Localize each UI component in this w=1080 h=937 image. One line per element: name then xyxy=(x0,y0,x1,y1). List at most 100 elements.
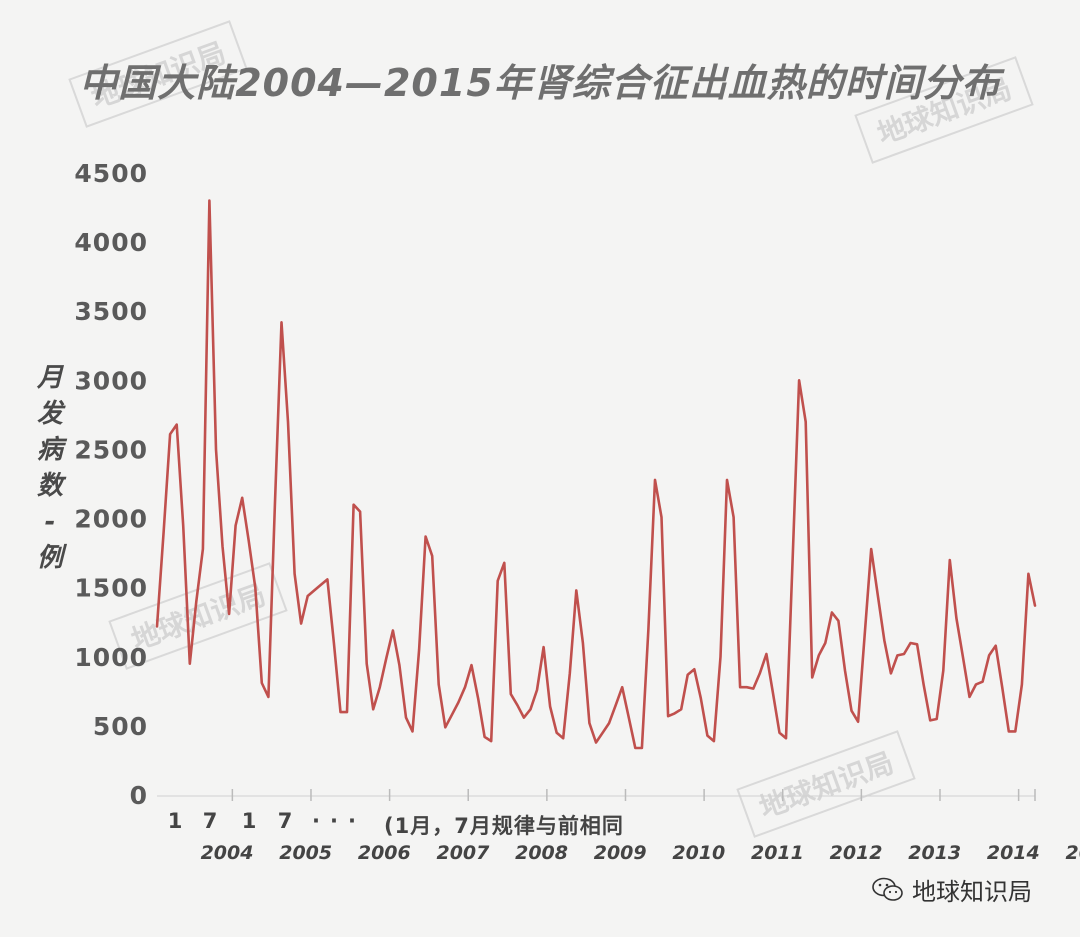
y-axis-label-char: 月 xyxy=(36,363,63,393)
data-point xyxy=(713,740,715,742)
data-point xyxy=(529,708,531,710)
data-point xyxy=(451,714,453,716)
data-point xyxy=(981,680,983,682)
data-point xyxy=(438,683,440,685)
data-point xyxy=(647,628,649,630)
data-point xyxy=(293,573,295,575)
data-point xyxy=(660,516,662,518)
data-point xyxy=(287,421,289,423)
data-point xyxy=(693,668,695,670)
data-point xyxy=(922,683,924,685)
data-point xyxy=(241,497,243,499)
x-year-label: 2013 xyxy=(908,842,961,864)
data-point xyxy=(791,559,793,561)
data-point xyxy=(431,555,433,557)
data-point xyxy=(949,559,951,561)
data-point xyxy=(379,686,381,688)
y-tick-label: 3000 xyxy=(74,366,148,395)
data-point xyxy=(732,516,734,518)
x-year-label: 2009 xyxy=(594,842,647,864)
data-point xyxy=(916,643,918,645)
data-point xyxy=(189,662,191,664)
data-point xyxy=(398,664,400,666)
data-point xyxy=(261,682,263,684)
data-point xyxy=(457,701,459,703)
x-year-label: 2014 xyxy=(987,842,1040,864)
x-month-label: 7 xyxy=(203,809,218,833)
data-point xyxy=(575,589,577,591)
data-point xyxy=(464,686,466,688)
data-point xyxy=(798,379,800,381)
data-point xyxy=(634,747,636,749)
data-point xyxy=(411,730,413,732)
data-point xyxy=(326,578,328,580)
data-point xyxy=(818,654,820,656)
data-point xyxy=(385,657,387,659)
data-point xyxy=(195,600,197,602)
y-axis-label-char: 数 xyxy=(36,471,63,501)
data-point xyxy=(333,642,335,644)
data-point xyxy=(392,629,394,631)
data-point xyxy=(942,669,944,671)
data-point xyxy=(739,686,741,688)
data-point xyxy=(824,642,826,644)
y-tick-label: 2000 xyxy=(74,505,148,534)
data-point xyxy=(896,654,898,656)
y-axis-label-char: 发 xyxy=(36,399,63,429)
data-point xyxy=(994,645,996,647)
data-point xyxy=(687,674,689,676)
data-point xyxy=(706,734,708,736)
data-point xyxy=(936,718,938,720)
data-point xyxy=(614,704,616,706)
x-month-label: · xyxy=(312,809,320,833)
x-month-label: 1 xyxy=(168,809,183,833)
data-point xyxy=(673,712,675,714)
data-point xyxy=(870,548,872,550)
data-point xyxy=(844,669,846,671)
data-point xyxy=(208,199,210,201)
data-point xyxy=(903,653,905,655)
data-point xyxy=(405,716,407,718)
data-point xyxy=(254,586,256,588)
data-point xyxy=(804,421,806,423)
data-point xyxy=(909,642,911,644)
data-point xyxy=(890,672,892,674)
data-point xyxy=(772,692,774,694)
x-year-label: 2007 xyxy=(436,842,490,864)
data-point xyxy=(962,656,964,658)
data-point xyxy=(968,696,970,698)
data-point xyxy=(365,662,367,664)
data-point xyxy=(877,593,879,595)
data-point xyxy=(752,687,754,689)
data-point xyxy=(339,711,341,713)
footer-brand: 地球知识局 xyxy=(872,872,1032,907)
data-point xyxy=(234,524,236,526)
data-point xyxy=(654,479,656,481)
data-point xyxy=(280,321,282,323)
data-point xyxy=(313,589,315,591)
month-note: (1月，7月规律与前相同 xyxy=(384,814,624,838)
data-point xyxy=(831,611,833,613)
y-axis-label-char: 病 xyxy=(36,435,63,465)
data-point xyxy=(483,736,485,738)
data-point xyxy=(811,676,813,678)
data-point xyxy=(267,696,269,698)
data-point xyxy=(778,732,780,734)
data-point xyxy=(156,625,158,627)
data-point xyxy=(667,715,669,717)
data-point xyxy=(863,635,865,637)
data-point xyxy=(601,732,603,734)
data-point xyxy=(228,613,230,615)
data-point xyxy=(785,737,787,739)
data-point xyxy=(1014,730,1016,732)
data-point xyxy=(523,716,525,718)
series-line xyxy=(155,199,1037,750)
footer-text: 地球知识局 xyxy=(912,878,1032,906)
data-point xyxy=(608,722,610,724)
data-point xyxy=(680,708,682,710)
data-point xyxy=(857,721,859,723)
data-point xyxy=(595,741,597,743)
data-point xyxy=(221,545,223,547)
data-point xyxy=(320,584,322,586)
data-point xyxy=(497,580,499,582)
